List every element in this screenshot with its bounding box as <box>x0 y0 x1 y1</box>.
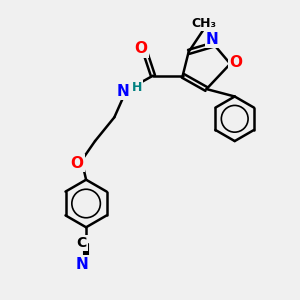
Text: N: N <box>206 32 219 46</box>
Text: O: O <box>229 55 242 70</box>
Text: O: O <box>135 41 148 56</box>
Text: N: N <box>75 257 88 272</box>
Text: CH₃: CH₃ <box>192 17 217 30</box>
Text: C: C <box>76 236 87 250</box>
Text: H: H <box>131 81 142 94</box>
Text: O: O <box>71 156 84 171</box>
Text: N: N <box>116 84 129 99</box>
